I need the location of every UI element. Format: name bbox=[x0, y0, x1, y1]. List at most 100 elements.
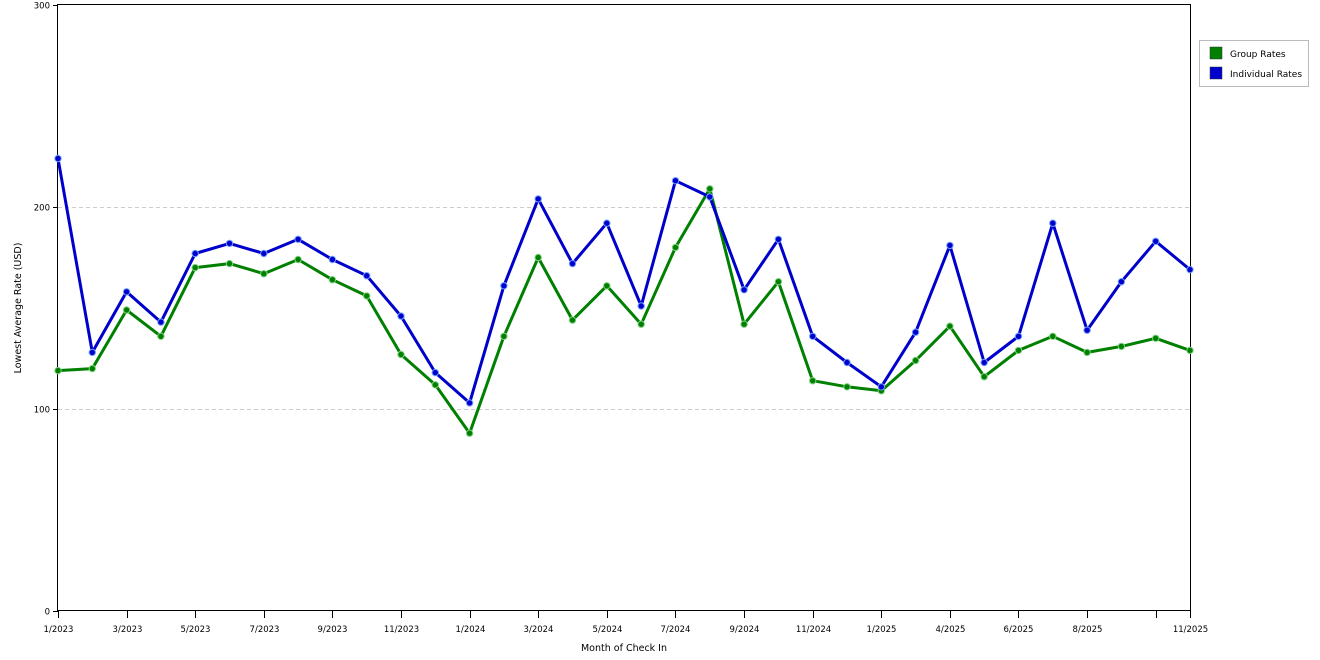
data-point-individual-rates bbox=[946, 241, 954, 250]
y-tick-label: 200 bbox=[34, 204, 50, 214]
plot-area bbox=[57, 4, 1191, 611]
data-point-individual-rates bbox=[706, 193, 714, 201]
data-point-individual-rates bbox=[431, 368, 439, 377]
series-layer bbox=[54, 154, 1194, 437]
series-line-group-rates bbox=[57, 187, 1191, 435]
gridlines bbox=[58, 207, 1190, 410]
x-tick-label: 1/2023 bbox=[44, 625, 74, 635]
legend-label-group-rates: Group Rates bbox=[1230, 50, 1286, 60]
data-point-group-rates bbox=[1014, 346, 1023, 355]
data-point-group-rates bbox=[740, 320, 748, 328]
data-point-group-rates bbox=[500, 332, 508, 340]
x-tick-label: 5/2023 bbox=[181, 625, 211, 635]
data-point-individual-rates bbox=[397, 312, 405, 320]
data-point-group-rates bbox=[534, 253, 542, 262]
data-point-group-rates bbox=[363, 292, 371, 300]
x-tick-label: 7/2023 bbox=[250, 625, 280, 635]
legend-swatch-group-rates bbox=[1209, 46, 1223, 60]
data-point-individual-rates bbox=[122, 288, 131, 296]
data-point-group-rates bbox=[54, 366, 62, 375]
x-axis-title: Month of Check In bbox=[581, 643, 667, 654]
y-axis: 0 100 200 300 bbox=[34, 2, 58, 618]
data-point-group-rates bbox=[328, 276, 337, 284]
legend-swatch-individual-rates bbox=[1209, 66, 1223, 80]
data-point-individual-rates bbox=[603, 219, 611, 227]
data-point-group-rates bbox=[843, 383, 851, 391]
series-line-individual-rates bbox=[56, 158, 1191, 405]
x-tick-label: 3/2024 bbox=[524, 625, 554, 635]
data-point-individual-rates bbox=[294, 235, 302, 244]
data-point-individual-rates bbox=[1186, 265, 1194, 274]
data-point-individual-rates bbox=[54, 154, 62, 163]
x-tick-label: 11/2024 bbox=[796, 625, 831, 635]
data-point-group-rates bbox=[191, 263, 199, 272]
data-point-group-rates bbox=[911, 356, 920, 365]
data-point-individual-rates bbox=[500, 282, 508, 290]
x-tick-label: 11/2023 bbox=[384, 625, 419, 635]
data-point-individual-rates bbox=[911, 328, 920, 336]
data-point-individual-rates bbox=[1083, 326, 1091, 334]
data-point-group-rates bbox=[260, 270, 268, 278]
data-point-individual-rates bbox=[328, 255, 337, 264]
x-tick-label: 7/2024 bbox=[661, 625, 691, 635]
data-point-group-rates bbox=[603, 282, 611, 290]
data-point-group-rates bbox=[774, 278, 783, 286]
series-group-rates bbox=[54, 185, 1194, 437]
data-point-group-rates bbox=[88, 364, 97, 373]
data-point-group-rates bbox=[1083, 348, 1091, 357]
x-tick-label: 4/2025 bbox=[936, 625, 966, 635]
legend: Group Rates Individual Rates bbox=[1199, 40, 1309, 87]
data-point-individual-rates bbox=[1117, 278, 1126, 286]
data-point-individual-rates bbox=[980, 358, 988, 367]
data-point-group-rates bbox=[465, 429, 474, 437]
x-tick-label: 6/2025 bbox=[1004, 625, 1034, 635]
data-point-group-rates bbox=[980, 373, 988, 381]
y-axis-title: Lowest Average Rate (USD) bbox=[13, 243, 24, 374]
data-point-individual-rates bbox=[88, 348, 97, 357]
data-point-individual-rates bbox=[774, 235, 783, 244]
data-point-individual-rates bbox=[157, 318, 165, 326]
legend-label-individual-rates: Individual Rates bbox=[1230, 70, 1302, 80]
data-point-group-rates bbox=[946, 322, 954, 330]
data-point-individual-rates bbox=[740, 286, 748, 294]
x-tick-label: 1/2024 bbox=[456, 625, 486, 635]
data-point-individual-rates bbox=[671, 177, 680, 185]
data-point-group-rates bbox=[809, 377, 817, 385]
data-point-group-rates bbox=[671, 243, 680, 252]
data-point-individual-rates bbox=[1152, 237, 1160, 246]
y-tick-label: 100 bbox=[34, 406, 50, 416]
x-tick-label: 3/2023 bbox=[113, 625, 143, 635]
y-tick-label: 300 bbox=[34, 2, 50, 12]
data-point-group-rates bbox=[637, 320, 645, 328]
x-axis: 1/2023 3/2023 5/2023 7/2023 9/2023 11/2023 1/2… bbox=[44, 611, 1208, 635]
data-point-individual-rates bbox=[191, 249, 199, 258]
data-point-individual-rates bbox=[1049, 219, 1057, 227]
data-point-group-rates bbox=[1152, 334, 1160, 342]
data-point-individual-rates bbox=[1014, 332, 1023, 340]
data-point-group-rates bbox=[157, 332, 165, 340]
data-point-individual-rates bbox=[465, 399, 474, 407]
series-individual-rates bbox=[54, 154, 1194, 407]
data-point-individual-rates bbox=[843, 358, 851, 367]
data-point-individual-rates bbox=[809, 332, 817, 340]
data-point-individual-rates bbox=[568, 259, 577, 268]
data-point-group-rates bbox=[431, 381, 439, 389]
data-point-individual-rates bbox=[225, 239, 234, 248]
data-point-individual-rates bbox=[363, 272, 371, 280]
data-point-group-rates bbox=[122, 306, 131, 314]
data-point-group-rates bbox=[397, 350, 405, 359]
x-tick-label: 9/2023 bbox=[318, 625, 348, 635]
x-tick-label: 1/2025 bbox=[867, 625, 897, 635]
x-tick-label: 9/2024 bbox=[730, 625, 760, 635]
x-tick-label: 11/2025 bbox=[1173, 625, 1208, 635]
x-tick-label: 8/2025 bbox=[1073, 625, 1103, 635]
data-point-individual-rates bbox=[260, 249, 268, 258]
data-point-individual-rates bbox=[877, 383, 885, 391]
x-tick-label: 5/2024 bbox=[593, 625, 623, 635]
data-point-group-rates bbox=[1186, 346, 1194, 355]
data-point-group-rates bbox=[225, 259, 234, 268]
y-tick-label: 0 bbox=[45, 608, 50, 618]
data-point-individual-rates bbox=[534, 195, 542, 203]
data-point-group-rates bbox=[1117, 342, 1126, 351]
